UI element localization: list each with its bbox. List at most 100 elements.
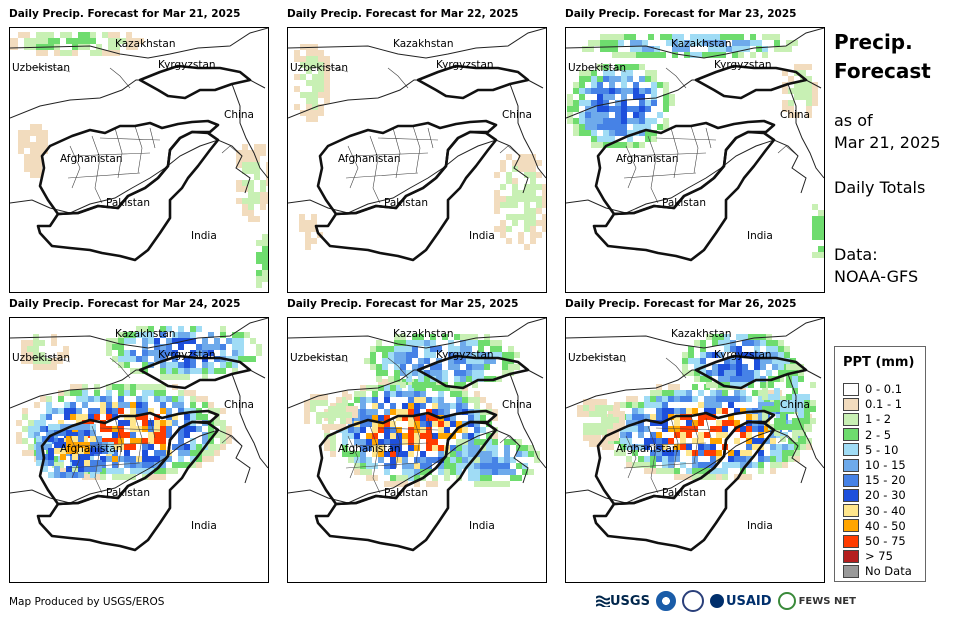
map-label-india: India <box>469 230 495 242</box>
map-label-kyrgyzstan: Kyrgyzstan <box>436 349 494 361</box>
legend-label: 15 - 20 <box>865 473 906 488</box>
map-label-kazakhstan: Kazakhstan <box>671 38 732 50</box>
map-label-pakistan: Pakistan <box>662 487 706 499</box>
map-label-kazakhstan: Kazakhstan <box>671 328 732 340</box>
map-canvas <box>566 318 824 552</box>
legend-swatch <box>843 519 859 533</box>
legend-item: 1 - 2 <box>843 411 891 427</box>
data-line2: NOAA-GFS <box>834 267 919 286</box>
legend-swatch <box>843 473 859 487</box>
map-label-afghanistan: Afghanistan <box>338 153 401 165</box>
precip-field <box>567 34 824 258</box>
map-label-china: China <box>780 109 810 121</box>
noaa-logo-icon <box>655 591 676 611</box>
map-label-india: India <box>469 520 495 532</box>
map-label-afghanistan: Afghanistan <box>60 443 123 455</box>
map-label-india: India <box>747 230 773 242</box>
legend-title: PPT (mm) <box>843 355 915 370</box>
usgs-logo: USGS <box>596 594 650 609</box>
legend-item: 0 - 0.1 <box>843 381 902 397</box>
legend-item: 0.1 - 1 <box>843 396 902 412</box>
map-label-india: India <box>191 520 217 532</box>
fewsnet-globe-icon <box>777 592 796 610</box>
legend-label: 50 - 75 <box>865 534 906 548</box>
panel-title: Daily Precip. Forecast for Mar 26, 2025 <box>565 298 797 310</box>
map-label-kyrgyzstan: Kyrgyzstan <box>436 59 494 71</box>
legend-swatch <box>843 382 859 396</box>
map-label-pakistan: Pakistan <box>106 487 150 499</box>
map-canvas <box>10 28 268 288</box>
as-of-line2: Mar 21, 2025 <box>834 133 941 152</box>
legend-swatch <box>843 458 859 472</box>
map-label-china: China <box>502 399 532 411</box>
legend-swatch <box>843 504 859 518</box>
map-label-kazakhstan: Kazakhstan <box>393 328 454 340</box>
usaid-seal-icon <box>709 594 724 608</box>
map-label-kyrgyzstan: Kyrgyzstan <box>714 59 772 71</box>
usgs-text: USGS <box>610 593 650 609</box>
precip-map: Kazakhstan Uzbekistan Kyrgyzstan China Afgha… <box>565 317 825 583</box>
map-label-uzbekistan: Uzbekistan <box>12 62 70 74</box>
legend-swatch <box>843 564 859 578</box>
map-canvas <box>10 318 268 552</box>
map-label-afghanistan: Afghanistan <box>60 153 123 165</box>
panel-title: Daily Precip. Forecast for Mar 23, 2025 <box>565 8 797 20</box>
as-of-line1: as of <box>834 111 873 130</box>
legend-label: 30 - 40 <box>865 503 906 518</box>
map-label-india: India <box>191 230 217 242</box>
legend-swatch <box>843 443 859 457</box>
legend-label: No Data <box>865 564 912 579</box>
legend-item: > 75 <box>843 548 893 564</box>
precip-field <box>16 326 262 480</box>
legend-label: 2 - 5 <box>865 427 892 442</box>
legend-item: 5 - 10 <box>843 442 898 458</box>
usaid-logo: USAID <box>709 593 772 609</box>
precip-field <box>294 44 546 250</box>
legend-label: 10 - 15 <box>865 458 906 472</box>
legend-item: No Data <box>843 563 912 579</box>
map-label-kyrgyzstan: Kyrgyzstan <box>158 59 216 71</box>
legend-label: 40 - 50 <box>865 518 906 533</box>
map-label-kyrgyzstan: Kyrgyzstan <box>714 349 772 361</box>
legend-item: 10 - 15 <box>843 457 906 473</box>
legend-label: 1 - 2 <box>865 412 892 427</box>
data-line1: Data: <box>834 245 878 264</box>
precip-map: Kazakhstan Uzbekistan Kyrgyzstan China Afgha… <box>287 317 547 583</box>
map-label-uzbekistan: Uzbekistan <box>290 62 348 74</box>
state-dept-seal-icon <box>681 590 704 612</box>
map-label-pakistan: Pakistan <box>662 197 706 209</box>
legend-label: 0 - 0.1 <box>865 382 903 396</box>
usgs-wave-icon <box>596 595 610 607</box>
precip-map: Kazakhstan Uzbekistan Kyrgyzstan China Afgha… <box>9 27 269 293</box>
legend-item: 40 - 50 <box>843 518 906 534</box>
map-label-china: China <box>780 399 810 411</box>
map-canvas <box>288 28 546 262</box>
precip-map: Kazakhstan Uzbekistan Kyrgyzstan China Afgha… <box>565 27 825 293</box>
legend-label: 20 - 30 <box>865 488 906 503</box>
legend-swatch <box>843 412 859 426</box>
legend-swatch <box>843 534 859 548</box>
map-label-uzbekistan: Uzbekistan <box>290 352 348 364</box>
legend-swatch <box>843 549 859 563</box>
legend-item: 30 - 40 <box>843 503 906 519</box>
panel-title: Daily Precip. Forecast for Mar 25, 2025 <box>287 298 519 310</box>
legend-swatch <box>843 428 859 442</box>
legend-item: 20 - 30 <box>843 487 906 503</box>
map-label-china: China <box>224 109 254 121</box>
map-label-pakistan: Pakistan <box>106 197 150 209</box>
map-label-afghanistan: Afghanistan <box>616 443 679 455</box>
map-label-china: China <box>502 109 532 121</box>
map-label-uzbekistan: Uzbekistan <box>12 352 70 364</box>
precip-field <box>304 334 540 487</box>
panel-title: Daily Precip. Forecast for Mar 21, 2025 <box>9 8 241 20</box>
map-label-afghanistan: Afghanistan <box>338 443 401 455</box>
usaid-text: USAID <box>725 593 772 609</box>
side-title: Precip. Forecast <box>834 28 931 86</box>
map-label-kazakhstan: Kazakhstan <box>115 328 176 340</box>
legend-swatch <box>843 488 859 502</box>
as-of-text: as of Mar 21, 2025 <box>834 110 941 154</box>
side-title-line1: Precip. <box>834 30 913 54</box>
map-label-uzbekistan: Uzbekistan <box>568 352 626 364</box>
legend-swatch <box>843 397 859 411</box>
